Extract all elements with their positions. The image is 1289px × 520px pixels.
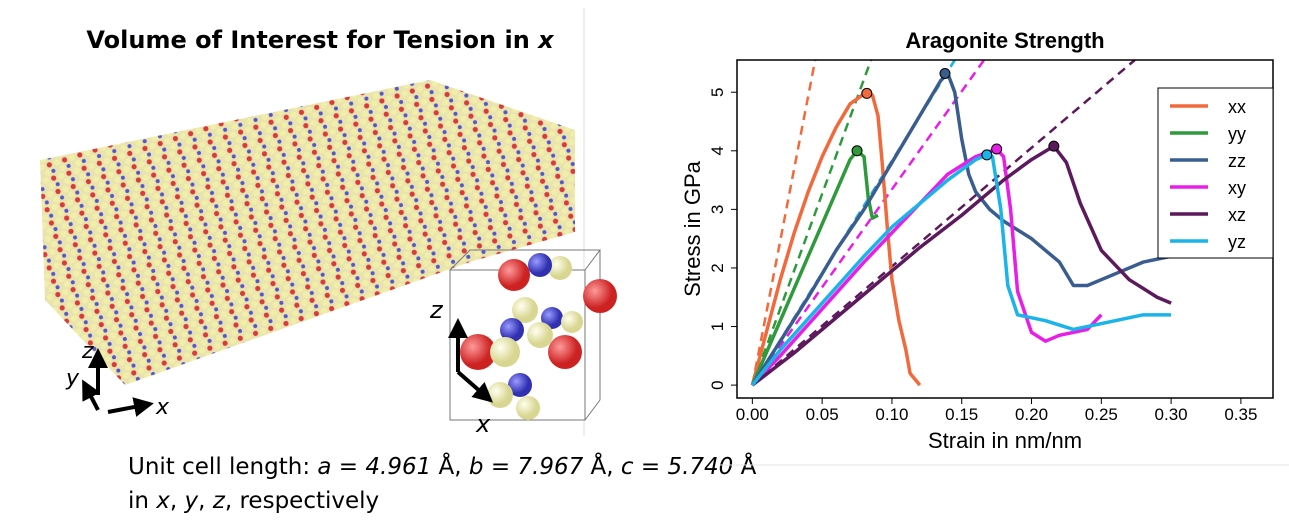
- peak-marker: [861, 87, 873, 99]
- text-segment: Unit cell length:: [128, 454, 317, 480]
- x-tick-label: 0.20: [1015, 405, 1048, 424]
- axis-label: x: [155, 395, 170, 420]
- fit-line: [751, 60, 1136, 387]
- fit-line: [751, 60, 817, 386]
- text-segment: Å,: [431, 452, 469, 480]
- series-line: [751, 144, 1172, 387]
- axis-label: y: [65, 366, 80, 391]
- text-segment: Volume of Interest for Tension in: [86, 26, 538, 54]
- x-tick-label: 0.35: [1224, 405, 1257, 424]
- x-tick-label: 0.05: [806, 405, 839, 424]
- x-axis-label: Strain in nm/nm: [928, 428, 1082, 453]
- text-segment: ,: [170, 488, 185, 514]
- y-tick-label: 0: [708, 380, 727, 389]
- text-segment: y: [184, 488, 199, 514]
- left-panel: Volume of Interest for Tension in x z x …: [40, 8, 1289, 514]
- text-segment: x: [537, 26, 555, 54]
- caption: Unit cell length: a = 4.961 Å, b = 7.967…: [128, 452, 757, 480]
- chart-title: Aragonite Strength: [905, 28, 1104, 53]
- axis-triad: z y x: [65, 339, 170, 420]
- peak-marker: [981, 149, 993, 161]
- legend-label: xz: [1228, 205, 1246, 225]
- fit-line: [751, 60, 986, 386]
- text-segment: , respectively: [225, 488, 379, 514]
- text-segment: a = 4.961: [317, 454, 431, 480]
- inset-axis-label: z: [429, 296, 444, 324]
- series-line: [750, 71, 1273, 387]
- series-line: [750, 149, 879, 386]
- axis-label: z: [81, 339, 94, 364]
- y-axis-label: Stress in GPa: [680, 160, 705, 296]
- caption: in x, y, z, respectively: [128, 488, 379, 514]
- text-segment: x: [155, 488, 170, 514]
- text-segment: Å: [733, 452, 756, 480]
- x-tick-label: 0.15: [945, 405, 978, 424]
- text-segment: z: [212, 488, 226, 514]
- peak-marker: [851, 145, 863, 157]
- inset-cell: z x: [429, 249, 617, 438]
- text-segment: in: [128, 488, 156, 514]
- y-tick-label: 5: [708, 87, 727, 96]
- text-segment: ,: [198, 488, 213, 514]
- peak-marker: [1048, 140, 1060, 152]
- legend-label: zz: [1228, 151, 1246, 171]
- text-segment: b = 7.967: [469, 454, 584, 480]
- legend-label: xy: [1228, 178, 1246, 198]
- series-line: [750, 92, 922, 387]
- y-tick-label: 4: [708, 146, 727, 155]
- y-tick-label: 1: [708, 322, 727, 331]
- inset-axis-label: x: [475, 410, 491, 438]
- legend: xx yy zz xy xz yz: [1157, 87, 1274, 259]
- legend-box: [1157, 87, 1274, 259]
- panel-title: Volume of Interest for Tension in x: [86, 26, 555, 54]
- plot-area: [750, 60, 1273, 387]
- x-tick-label: 0.30: [1155, 405, 1188, 424]
- y-tick-label: 3: [708, 205, 727, 214]
- peak-marker: [991, 143, 1003, 155]
- text-segment: Å,: [583, 452, 621, 480]
- x-tick-label: 0.25: [1085, 405, 1118, 424]
- fit-line: [751, 60, 873, 386]
- x-tick-label: 0.10: [875, 405, 908, 424]
- atom-block: [40, 80, 575, 385]
- x-tick-label: 0.00: [736, 405, 769, 424]
- legend-label: yy: [1228, 124, 1246, 144]
- peak-marker: [939, 67, 951, 79]
- legend-label: yz: [1228, 232, 1246, 252]
- series-line: [750, 153, 1172, 387]
- legend-label: xx: [1228, 97, 1246, 117]
- chart: Aragonite Strength Strain in nm/nm Stress …: [680, 28, 1274, 453]
- text-segment: c = 5.740: [621, 454, 733, 480]
- y-tick-label: 2: [708, 263, 727, 272]
